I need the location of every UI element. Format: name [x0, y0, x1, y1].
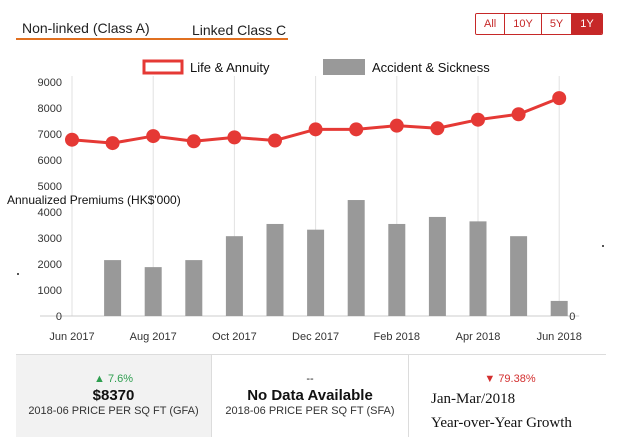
range-all-button[interactable]: All: [476, 14, 506, 34]
bar: [266, 223, 284, 316]
data-point: [389, 118, 404, 133]
stat-yoy: ▼ 79.38% Jan-Mar/2018 Year-over-Year Gro…: [409, 355, 606, 437]
stat-gfa-change: 7.6%: [107, 373, 134, 385]
x-tick-label: Oct 2017: [212, 331, 257, 343]
bar: [469, 221, 487, 316]
bar: [185, 260, 203, 316]
data-point: [471, 112, 485, 127]
stat-sfa-label: 2018-06 PRICE PER SQ FT (SFA): [225, 405, 395, 417]
data-point: [349, 122, 364, 137]
bar: [428, 216, 446, 316]
y-tick-label: 8000: [38, 103, 62, 115]
stat-sfa: -- No Data Available 2018-06 PRICE PER S…: [212, 355, 409, 437]
stat-yoy-change: 79.38%: [498, 373, 536, 385]
legend-label-life-annuity: Life & Annuity: [190, 60, 270, 75]
x-tick-label: Dec 2017: [292, 331, 339, 343]
x-tick-label: Aug 2017: [130, 331, 177, 343]
stat-sfa-change: --: [306, 373, 314, 385]
stat-gfa-value: $8370: [92, 387, 135, 404]
data-point: [552, 91, 567, 106]
legend-swatch-life-annuity: [142, 59, 184, 75]
stats-panel: ▲ 7.6% $8370 2018-06 PRICE PER SQ FT (GF…: [16, 354, 606, 437]
class-tabs: Non-linked (Class A) Linked Class C: [16, 14, 288, 40]
y-tick-label: 2000: [38, 259, 62, 271]
premiums-chart: 0 1000 2000 3000 4000 5000 6000 7000 8000 9000 Ann…: [0, 52, 622, 347]
y-tick-label: 4000: [38, 207, 62, 219]
y-tick-label: 0: [56, 311, 62, 323]
data-point: [186, 134, 201, 149]
stat-gfa-label: 2018-06 PRICE PER SQ FT (GFA): [28, 405, 199, 417]
bar: [347, 200, 365, 316]
y-axis-label: Annualized Premiums (HK$'000): [7, 193, 181, 207]
edge-mark: [17, 273, 19, 275]
bar: [225, 236, 243, 316]
stat-yoy-label: Year-over-Year Growth: [431, 415, 572, 431]
data-point: [308, 122, 323, 137]
data-point: [430, 121, 445, 136]
time-range-selector: All 10Y 5Y 1Y: [475, 13, 603, 35]
bar: [307, 229, 325, 316]
legend-swatch-accident-sickness: [323, 59, 365, 75]
y-tick-label: 9000: [38, 77, 62, 89]
change-down-indicator: ▼ 79.38%: [484, 373, 536, 385]
data-point: [105, 136, 120, 151]
stat-sfa-value: No Data Available: [247, 387, 373, 404]
range-5y-button[interactable]: 5Y: [541, 14, 573, 34]
bar: [388, 223, 406, 316]
y-tick-label: 5000: [38, 181, 62, 193]
end-label: 0: [569, 311, 575, 323]
x-tick-label: Feb 2018: [374, 331, 420, 343]
data-point: [146, 129, 161, 144]
data-point: [227, 130, 242, 145]
tab-linked-class-c[interactable]: Linked Class C: [192, 22, 287, 38]
bar: [104, 260, 122, 316]
data-point: [511, 107, 526, 122]
x-tick-label: Jun 2018: [537, 331, 582, 343]
range-10y-button[interactable]: 10Y: [505, 14, 542, 34]
bar: [510, 236, 528, 316]
y-tick-label: 6000: [38, 155, 62, 167]
tab-non-linked-class-a[interactable]: Non-linked (Class A): [22, 20, 150, 36]
range-1y-button[interactable]: 1Y: [572, 14, 602, 34]
y-tick-label: 3000: [38, 233, 62, 245]
chart-svg: 0 1000 2000 3000 4000 5000 6000 7000 8000 9000 Ann…: [7, 59, 604, 343]
y-tick-label: 7000: [38, 129, 62, 141]
data-point: [65, 132, 79, 147]
change-up-indicator: ▲ 7.6%: [93, 373, 134, 385]
bar: [550, 300, 568, 316]
data-point: [268, 133, 282, 148]
y-tick-label: 1000: [38, 285, 62, 297]
legend-label-accident-sickness: Accident & Sickness: [372, 60, 490, 75]
x-tick-label: Apr 2018: [456, 331, 501, 343]
bar: [144, 267, 162, 316]
edge-mark: [602, 245, 604, 247]
stat-gfa: ▲ 7.6% $8370 2018-06 PRICE PER SQ FT (GF…: [16, 355, 212, 437]
stat-yoy-period: Jan-Mar/2018: [431, 391, 516, 407]
x-tick-label: Jun 2017: [49, 331, 94, 343]
